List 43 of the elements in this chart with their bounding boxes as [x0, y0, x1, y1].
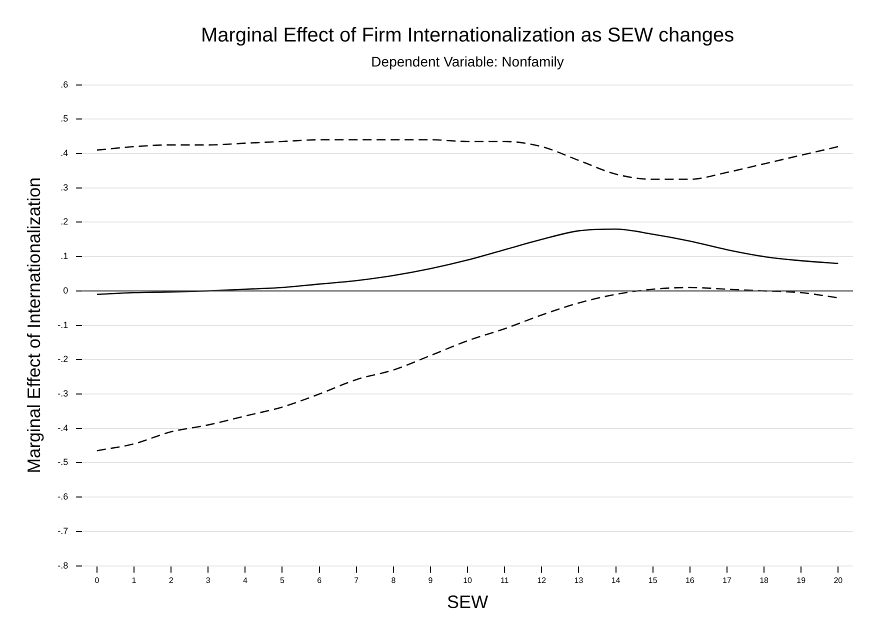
x-tick-label: 15 — [648, 576, 658, 585]
y-tick-label: -.7 — [58, 526, 68, 536]
x-tick-label: 4 — [242, 576, 248, 585]
y-tick-label: .5 — [60, 114, 68, 124]
x-tick-label: 20 — [834, 576, 844, 585]
y-tick-label: -.1 — [58, 320, 68, 330]
chart-title: Marginal Effect of Firm Internationalization as SEW changes — [200, 24, 734, 47]
x-tick-label: 9 — [428, 576, 434, 585]
x-tick-label: 7 — [354, 576, 360, 585]
x-tick-label: 5 — [280, 576, 286, 585]
y-axis-title: Marginal Effect of Internationalization — [24, 177, 44, 474]
y-tick-label: .6 — [60, 79, 68, 90]
x-tick-label: 11 — [500, 576, 510, 585]
y-tick-label: -.3 — [58, 388, 68, 398]
x-tick-label: 3 — [206, 576, 211, 585]
x-tick-label: 1 — [132, 576, 137, 585]
line-series — [96, 139, 839, 180]
y-tick-label: .2 — [60, 216, 68, 227]
y-tick-label: -.8 — [58, 560, 68, 570]
x-tick-label: 19 — [796, 576, 806, 585]
y-tick-label: .1 — [60, 251, 68, 262]
line-series — [96, 286, 839, 452]
y-tick-label: -.6 — [58, 492, 68, 502]
y-tick-label: -.4 — [58, 422, 68, 433]
x-tick-label: 14 — [611, 576, 621, 585]
x-axis-title: SEW — [447, 592, 488, 612]
x-tick-label: 17 — [722, 576, 732, 585]
y-tick-label: -.5 — [58, 457, 68, 468]
x-tick-label: 0 — [94, 576, 100, 585]
x-tick-label: 16 — [685, 576, 695, 585]
x-tick-label: 10 — [463, 576, 473, 585]
y-tick-label: -.2 — [58, 354, 68, 364]
y-tick-label: .4 — [60, 148, 68, 158]
chart-subtitle: Dependent Variable: Nonfamily — [371, 53, 564, 70]
x-tick-label: 6 — [317, 576, 322, 585]
y-tick-label: 0 — [63, 285, 68, 296]
x-tick-label: 18 — [760, 576, 770, 585]
x-tick-label: 12 — [537, 576, 547, 585]
x-tick-label: 8 — [391, 576, 396, 585]
y-tick-label: .3 — [60, 182, 68, 192]
x-tick-label: 2 — [168, 576, 174, 585]
x-tick-label: 13 — [574, 576, 584, 585]
line-series — [96, 228, 839, 296]
